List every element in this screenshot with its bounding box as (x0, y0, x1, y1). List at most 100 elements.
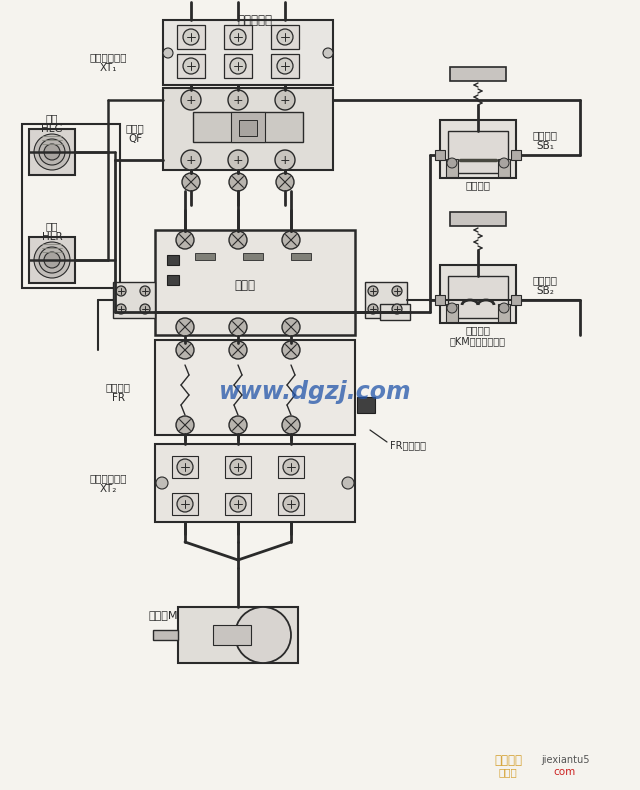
Text: 接线图: 接线图 (499, 767, 517, 777)
Circle shape (163, 48, 173, 58)
Bar (440, 265, 516, 323)
Bar (278, 456, 304, 478)
Bar (498, 304, 510, 322)
Bar (231, 112, 265, 142)
Text: 起动按钮: 起动按钮 (532, 275, 557, 285)
Text: HLG: HLG (41, 124, 63, 134)
Bar (450, 67, 506, 81)
Circle shape (283, 496, 299, 512)
Bar (278, 493, 304, 515)
Bar (155, 444, 355, 522)
Circle shape (283, 459, 299, 475)
Text: XT₁: XT₁ (99, 63, 116, 73)
Bar (163, 88, 333, 170)
Circle shape (277, 58, 293, 74)
Bar (172, 493, 198, 515)
Circle shape (392, 286, 402, 296)
Bar (177, 54, 205, 78)
Circle shape (176, 416, 194, 434)
Bar (271, 25, 299, 49)
Circle shape (282, 318, 300, 336)
Circle shape (156, 477, 168, 489)
Circle shape (499, 303, 509, 313)
Circle shape (282, 231, 300, 249)
Circle shape (230, 29, 246, 45)
Circle shape (181, 150, 201, 170)
Bar (155, 230, 355, 335)
Bar (224, 25, 252, 49)
Text: 电动机M: 电动机M (148, 610, 178, 620)
Circle shape (230, 58, 246, 74)
Bar (271, 54, 299, 78)
Bar (380, 304, 410, 320)
Text: 常闭触头: 常闭触头 (465, 180, 490, 190)
Text: 常开触头: 常开触头 (465, 325, 490, 335)
Circle shape (181, 90, 201, 110)
Bar (365, 282, 407, 318)
Bar (448, 276, 508, 318)
Circle shape (182, 173, 200, 191)
Text: +: + (233, 93, 243, 107)
Bar (450, 212, 506, 226)
Bar (193, 112, 303, 142)
Text: 与KM自锁触头并联: 与KM自锁触头并联 (450, 336, 506, 346)
Bar (177, 25, 205, 49)
Text: SB₁: SB₁ (536, 141, 554, 151)
Bar (446, 304, 458, 322)
Bar (195, 253, 215, 260)
Bar (435, 150, 445, 160)
Circle shape (44, 144, 60, 160)
Text: XT₂: XT₂ (99, 484, 116, 494)
Circle shape (499, 158, 509, 168)
Bar (29, 129, 75, 175)
Text: +: + (280, 153, 291, 167)
Circle shape (176, 318, 194, 336)
Text: +: + (186, 153, 196, 167)
Circle shape (277, 29, 293, 45)
Circle shape (229, 416, 247, 434)
Bar (213, 625, 251, 645)
Circle shape (228, 90, 248, 110)
Text: +: + (186, 93, 196, 107)
Text: 电工之家: 电工之家 (494, 754, 522, 766)
Circle shape (275, 150, 295, 170)
Text: HLR: HLR (42, 232, 62, 242)
Text: +: + (280, 93, 291, 107)
Text: 接三相电源: 接三相电源 (237, 13, 273, 27)
Circle shape (140, 304, 150, 314)
Bar (167, 275, 179, 285)
Bar (22, 124, 120, 288)
Bar (446, 159, 458, 177)
Bar (113, 282, 155, 318)
Bar (357, 397, 375, 413)
Bar (243, 253, 263, 260)
Bar (163, 20, 333, 85)
Text: 绿灯: 绿灯 (45, 113, 58, 123)
Bar (29, 237, 75, 283)
Bar (225, 456, 251, 478)
Circle shape (140, 286, 150, 296)
Bar (178, 607, 298, 663)
Text: +: + (233, 153, 243, 167)
Circle shape (230, 459, 246, 475)
Bar (167, 255, 179, 265)
Text: www.dgzj.com: www.dgzj.com (219, 380, 412, 404)
Text: 停止按钮: 停止按钮 (532, 130, 557, 140)
Circle shape (342, 477, 354, 489)
Circle shape (229, 341, 247, 359)
Bar (440, 120, 516, 178)
Circle shape (282, 416, 300, 434)
Text: FR常闭触头: FR常闭触头 (390, 440, 426, 450)
Bar (224, 54, 252, 78)
Bar (153, 630, 178, 640)
Circle shape (44, 252, 60, 268)
Text: 电源进线端子: 电源进线端子 (89, 52, 127, 62)
Text: FR: FR (111, 393, 125, 403)
Circle shape (183, 29, 199, 45)
Circle shape (229, 173, 247, 191)
Bar (498, 159, 510, 177)
Circle shape (392, 304, 402, 314)
Circle shape (34, 134, 70, 170)
Circle shape (447, 303, 457, 313)
Text: 接触器: 接触器 (234, 279, 255, 292)
